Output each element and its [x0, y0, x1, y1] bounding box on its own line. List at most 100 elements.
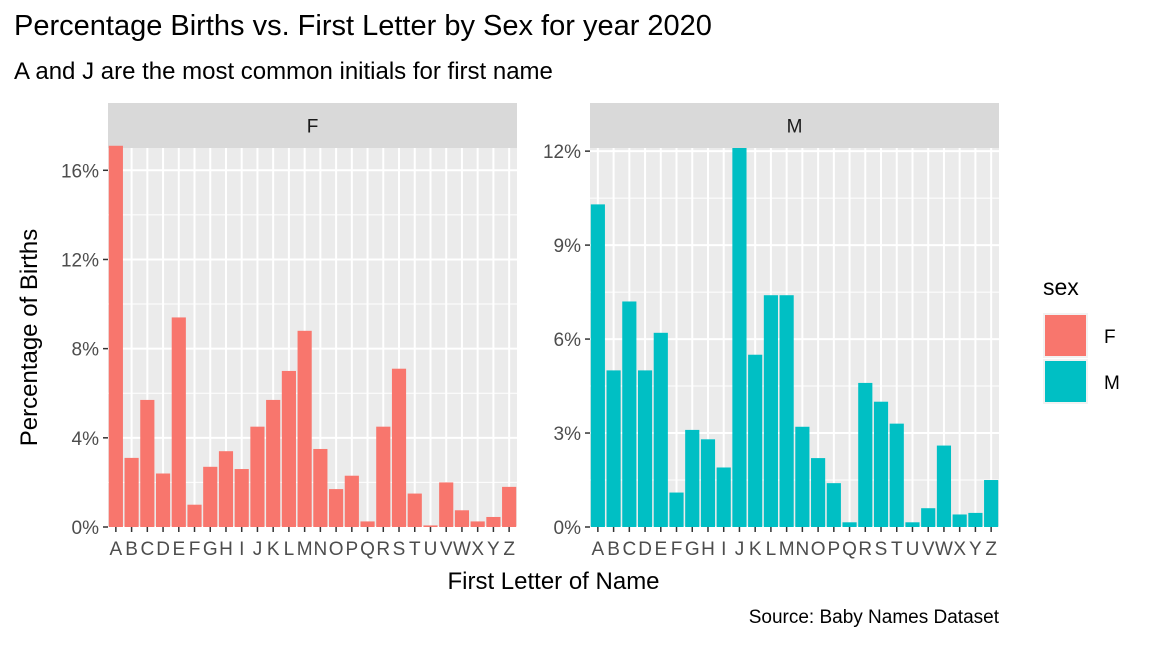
- bar-f-c: [140, 399, 155, 527]
- bar-m-p: [826, 483, 841, 527]
- bar-f-n: [313, 448, 328, 527]
- x-tick-label: U: [424, 539, 438, 560]
- bar-f-b: [124, 457, 139, 527]
- bar-f-m: [297, 330, 312, 527]
- bar-m-z: [984, 480, 999, 527]
- x-tick-label: W: [453, 539, 471, 560]
- x-tick-label: Z: [985, 539, 997, 560]
- y-tick-label: 4%: [72, 429, 100, 450]
- x-tick-label: K: [267, 539, 280, 560]
- x-tick-label: M: [779, 539, 795, 560]
- bar-m-g: [685, 429, 700, 527]
- y-tick-label: 8%: [72, 340, 100, 361]
- bar-m-a: [590, 204, 605, 527]
- x-tick-label: J: [253, 539, 263, 560]
- facet-strip-m: [590, 103, 999, 148]
- x-tick-label: C: [622, 539, 636, 560]
- x-tick-label: T: [891, 539, 903, 560]
- bar-f-j: [250, 426, 265, 527]
- bar-f-u: [423, 525, 438, 527]
- bar-f-h: [218, 451, 234, 527]
- panel-background-f: [108, 148, 517, 527]
- x-tick-label: F: [671, 539, 683, 560]
- facet-strip-label-f: F: [307, 117, 319, 138]
- bar-m-d: [637, 370, 653, 527]
- x-tick-label: P: [345, 539, 358, 560]
- bar-f-x: [470, 521, 485, 527]
- x-tick-label: L: [284, 539, 295, 560]
- y-tick-label: 0%: [72, 518, 100, 539]
- bar-f-y: [486, 516, 501, 527]
- x-tick-label: A: [110, 539, 123, 560]
- bar-m-y: [968, 512, 983, 527]
- bar-f-a: [108, 145, 123, 528]
- y-tick-label: 12%: [543, 142, 581, 163]
- bar-f-p: [344, 475, 359, 527]
- legend-label-f: F: [1104, 327, 1116, 348]
- facet-strip-label-m: M: [787, 117, 803, 138]
- facet-strip-f: [108, 103, 517, 148]
- bar-f-q: [360, 521, 375, 527]
- bar-m-f: [669, 492, 684, 527]
- chart-title: Percentage Births vs. First Letter by Se…: [14, 10, 712, 42]
- bar-m-v: [921, 508, 936, 527]
- bar-m-b: [606, 370, 621, 527]
- bar-f-k: [266, 399, 281, 527]
- legend-swatch-m: [1045, 361, 1086, 402]
- legend-title: sex: [1043, 274, 1079, 300]
- x-tick-label: S: [393, 539, 406, 560]
- x-tick-label: G: [685, 539, 700, 560]
- bar-m-w: [936, 445, 952, 527]
- bar-m-j: [732, 148, 747, 527]
- bar-f-w: [454, 510, 470, 527]
- y-tick-label: 12%: [61, 250, 99, 271]
- bar-m-h: [700, 439, 716, 527]
- bar-m-k: [748, 354, 763, 527]
- bar-m-x: [952, 514, 967, 527]
- bar-f-r: [376, 426, 391, 527]
- x-tick-label: H: [219, 539, 233, 560]
- x-tick-label: D: [156, 539, 170, 560]
- bar-f-f: [187, 504, 202, 527]
- bar-m-q: [842, 522, 857, 527]
- x-tick-label: U: [906, 539, 920, 560]
- x-tick-label: H: [701, 539, 715, 560]
- x-tick-label: C: [140, 539, 154, 560]
- bar-f-o: [329, 489, 344, 527]
- x-tick-label: G: [203, 539, 218, 560]
- y-tick-label: 16%: [61, 161, 99, 182]
- x-tick-label: F: [189, 539, 201, 560]
- x-tick-label: O: [811, 539, 826, 560]
- x-tick-label: X: [953, 539, 966, 560]
- bar-m-u: [905, 522, 920, 527]
- x-tick-label: Q: [360, 539, 375, 560]
- x-tick-label: V: [440, 539, 453, 560]
- bar-f-z: [502, 486, 517, 527]
- x-tick-label: M: [297, 539, 313, 560]
- x-tick-label: Q: [842, 539, 857, 560]
- bar-m-t: [889, 423, 904, 527]
- bar-m-o: [811, 458, 826, 527]
- y-tick-label: 3%: [554, 424, 582, 445]
- x-tick-label: J: [735, 539, 745, 560]
- x-tick-label: T: [409, 539, 421, 560]
- x-tick-label: S: [875, 539, 888, 560]
- bar-m-m: [779, 295, 794, 527]
- x-tick-label: X: [471, 539, 484, 560]
- x-tick-label: V: [922, 539, 935, 560]
- bar-f-s: [391, 368, 407, 527]
- x-tick-label: N: [313, 539, 327, 560]
- legend-label-m: M: [1104, 373, 1120, 394]
- bar-m-l: [763, 295, 778, 527]
- y-tick-label: 6%: [554, 330, 582, 351]
- bar-m-s: [873, 401, 889, 527]
- legend-swatch-f: [1045, 315, 1086, 356]
- bar-m-i: [716, 467, 731, 527]
- x-tick-label: Z: [503, 539, 515, 560]
- bar-m-c: [622, 301, 637, 527]
- x-tick-label: Y: [969, 539, 982, 560]
- y-tick-label: 0%: [554, 518, 582, 539]
- x-tick-label: D: [638, 539, 652, 560]
- bar-f-g: [203, 466, 218, 527]
- bar-m-e: [653, 332, 668, 527]
